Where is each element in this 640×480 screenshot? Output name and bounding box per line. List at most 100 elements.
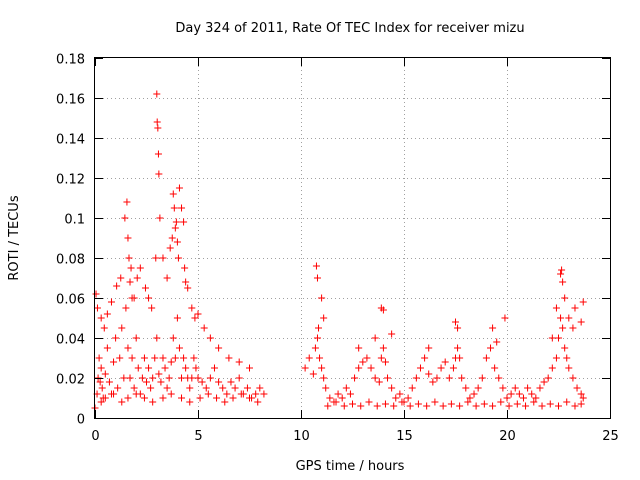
data-point [367,364,375,372]
data-point [174,254,182,262]
data-point [326,394,334,402]
data-point [351,374,359,382]
data-point [565,314,573,322]
chart-title: Day 324 of 2011, Rate Of TEC Index for r… [175,21,524,36]
data-point [153,90,161,98]
data-point [140,354,148,362]
data-point [163,384,171,392]
data-point [548,334,556,342]
y-tick-label: 0.16 [56,93,85,108]
data-point [254,398,262,406]
data-point [573,384,581,392]
data-point [132,334,140,342]
x-tick-label: 5 [194,429,202,444]
data-point [101,370,109,378]
data-point [439,402,447,410]
data-point [390,402,398,410]
data-point [365,398,373,406]
data-point [180,354,188,362]
data-point [320,314,328,322]
data-point [515,390,523,398]
x-tick-label: 25 [602,429,619,444]
data-point [363,354,371,362]
data-point [165,374,173,382]
data-point [569,324,577,332]
data-point [114,384,122,392]
data-point [522,402,530,410]
data-point [149,398,157,406]
data-point [235,374,243,382]
y-tick-label: 0.06 [56,293,85,308]
y-tick-label: 0.18 [56,53,85,68]
data-point [318,294,326,302]
data-point [159,354,167,362]
data-point [134,364,142,372]
data-point [173,314,181,322]
data-point [472,402,480,410]
data-point [97,398,105,406]
data-point [237,390,245,398]
data-point [204,390,212,398]
data-point [557,270,565,278]
data-point [357,402,365,410]
data-point [231,384,239,392]
x-axis-label: GPS time / hours [296,459,405,474]
data-point [355,364,363,372]
data-point [571,402,579,410]
data-point [571,304,579,312]
data-point [122,304,130,312]
data-point [313,334,321,342]
grid-layer [95,58,610,418]
data-point [145,294,153,302]
plot-frame [94,57,611,419]
data-point [493,338,501,346]
data-point [311,344,319,352]
data-point [561,344,569,352]
data-point [166,244,174,252]
data-point [423,402,431,410]
data-point [355,344,363,352]
data-point [349,400,356,408]
data-point [388,384,396,392]
data-point [110,358,118,366]
y-tick-label: 0.14 [56,133,85,148]
data-point [151,354,159,362]
data-point [414,400,422,408]
data-point [155,170,163,178]
y-tick-label: 0.1 [64,213,85,228]
data-point [462,384,470,392]
data-point [170,204,178,212]
data-point [513,400,521,408]
data-point [322,384,330,392]
data-point [192,364,200,372]
data-point [112,334,120,342]
data-point [132,390,140,398]
data-point [173,238,181,246]
data-point [141,284,149,292]
data-point [491,364,499,372]
data-point [563,354,571,362]
data-point [143,378,150,386]
data-point [154,124,162,132]
data-point [342,384,350,392]
data-point [157,378,165,386]
data-point [246,394,253,402]
data-point [577,390,585,398]
data-point [565,364,573,372]
data-point [324,402,332,410]
data-point [316,354,324,362]
data-point [379,344,387,352]
scatter-marks [91,90,587,412]
data-point [489,324,497,332]
data-point [519,394,527,402]
data-point [227,378,235,386]
data-point [182,278,190,286]
data-point [577,318,585,326]
data-point [188,304,196,312]
data-point [501,314,509,322]
data-point [168,234,176,242]
data-point [396,390,404,398]
data-point [127,264,135,272]
data-point [499,384,507,392]
